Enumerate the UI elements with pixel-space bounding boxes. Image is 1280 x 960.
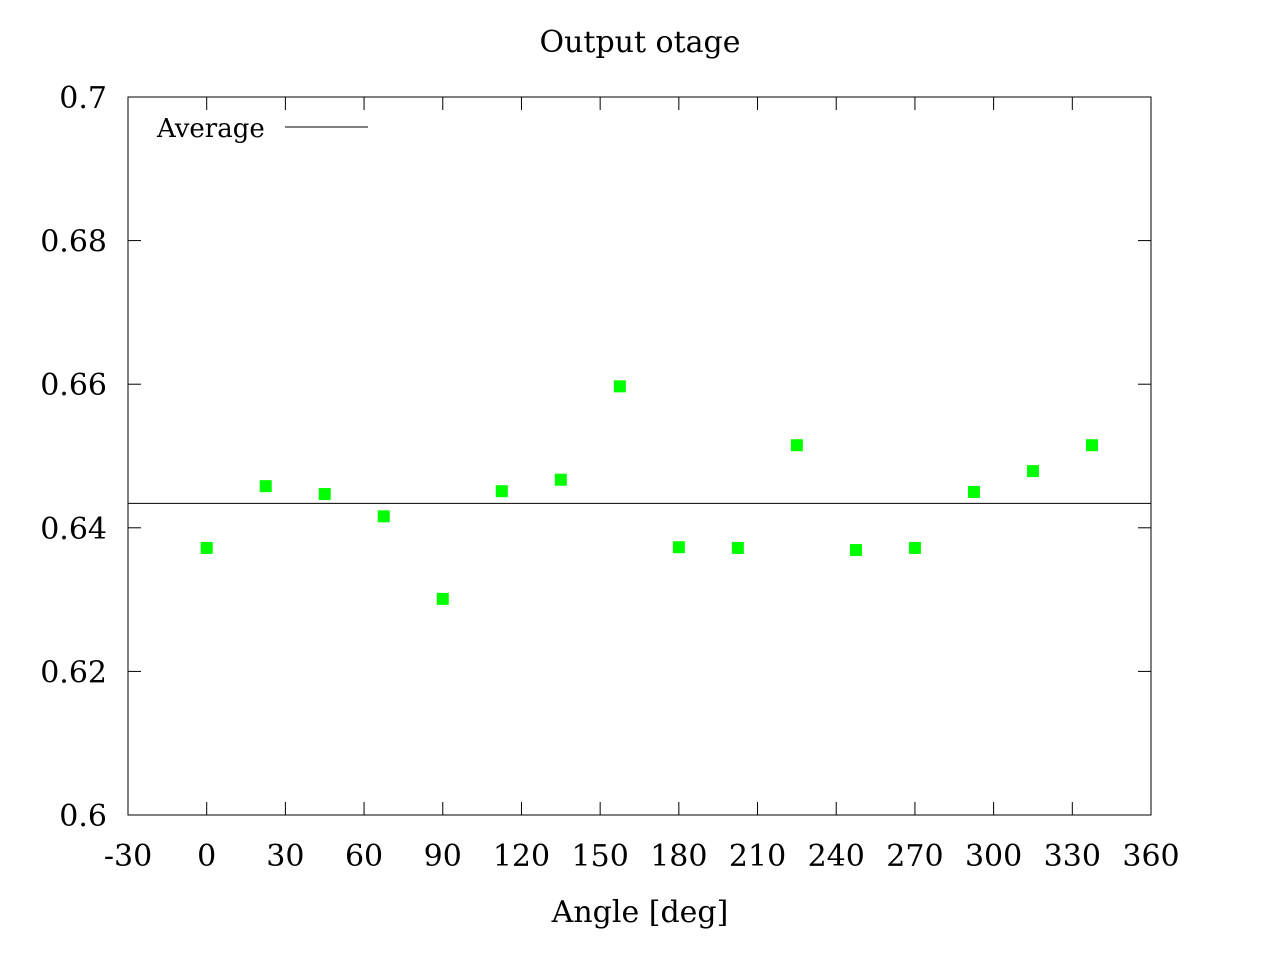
x-tick-label: 150 <box>572 839 629 874</box>
data-point <box>790 439 803 452</box>
data-point <box>849 544 862 557</box>
data-point <box>1085 439 1098 452</box>
y-tick-label: 0.66 <box>40 368 107 403</box>
x-tick-label: 300 <box>965 839 1022 874</box>
data-points <box>200 380 1098 605</box>
plot-frame <box>127 96 1152 816</box>
data-point <box>200 541 213 554</box>
data-point <box>259 480 272 493</box>
data-point <box>377 510 390 523</box>
data-point <box>908 541 921 554</box>
y-tick-label: 0.7 <box>59 81 107 116</box>
y-tick-label: 0.64 <box>40 512 107 547</box>
data-point <box>1026 465 1039 478</box>
x-tick-label: 180 <box>650 839 707 874</box>
x-tick-label: 330 <box>1044 839 1101 874</box>
x-tick-label: 240 <box>808 839 865 874</box>
data-point <box>318 488 331 501</box>
data-point <box>613 380 626 393</box>
data-point <box>554 473 567 486</box>
x-tick-label: 120 <box>493 839 550 874</box>
data-point <box>731 541 744 554</box>
legend-label: Average <box>156 114 265 144</box>
x-tick-label: 210 <box>729 839 786 874</box>
ticks: -30 0 30 60 90 120 150 180 210 240 270 300 330 360 0.6… <box>40 81 1179 874</box>
x-tick-label: 270 <box>886 839 943 874</box>
x-tick-label: 90 <box>424 839 462 874</box>
x-tick-label: 360 <box>1122 839 1179 874</box>
data-point <box>436 592 449 605</box>
y-tick-label: 0.62 <box>40 655 107 690</box>
data-point <box>495 485 508 498</box>
x-tick-label: 0 <box>197 839 216 874</box>
x-tick-label: 60 <box>345 839 383 874</box>
data-point <box>967 485 980 498</box>
chart-title: Output otage <box>539 25 740 60</box>
x-tick-label: 30 <box>266 839 304 874</box>
x-tick-label: -30 <box>104 839 152 874</box>
y-tick-label: 0.68 <box>40 225 107 260</box>
data-point <box>672 541 685 554</box>
y-tick-label: 0.6 <box>59 799 107 834</box>
x-axis-label: Angle [deg] <box>551 895 729 930</box>
